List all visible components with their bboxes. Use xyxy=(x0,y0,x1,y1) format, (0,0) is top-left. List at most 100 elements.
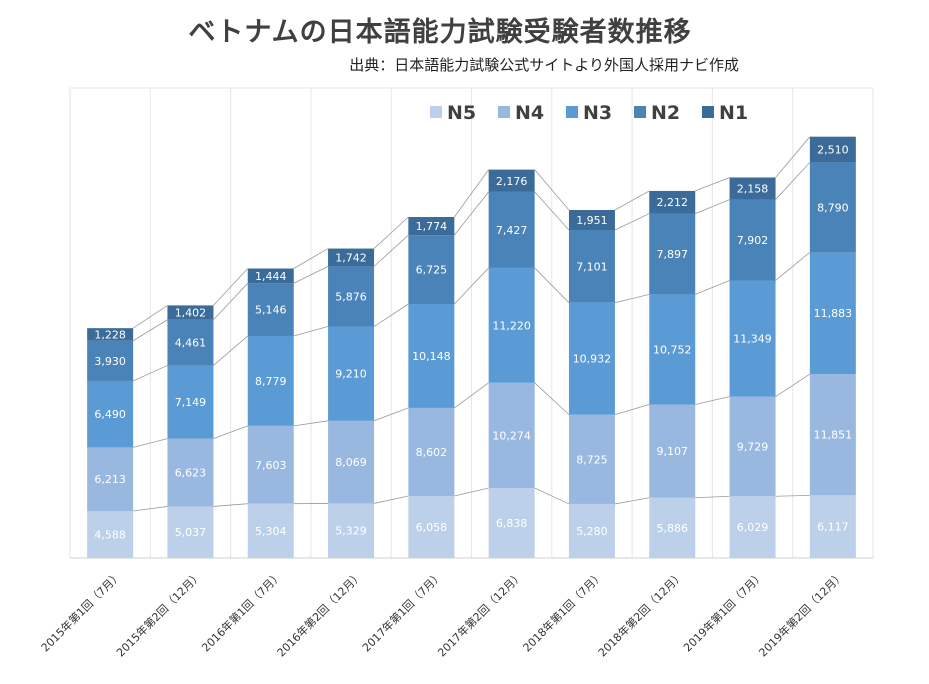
bar-segment-n4 xyxy=(809,374,856,496)
bar-segment-n4 xyxy=(649,404,696,498)
series-line-n1 xyxy=(293,248,329,269)
data-label-n3: 10,932 xyxy=(573,353,612,366)
series-line-n3 xyxy=(132,365,168,382)
data-label-n3: 10,148 xyxy=(412,350,451,363)
data-label-n2: 5,876 xyxy=(335,290,367,303)
series-line-n1 xyxy=(695,177,730,192)
data-label-n5: 5,329 xyxy=(335,525,367,538)
x-tick-label: 2015年第2回（12月） xyxy=(113,568,204,659)
bar-segment-n1 xyxy=(729,177,776,200)
data-label-n3: 8,779 xyxy=(255,375,287,388)
data-label-n1: 1,774 xyxy=(416,220,448,233)
x-tick-label: 2017年第1回（7月） xyxy=(359,568,445,654)
data-label-n2: 7,897 xyxy=(657,248,689,261)
data-label-n5: 4,588 xyxy=(94,529,126,542)
data-label-n4: 9,729 xyxy=(737,440,769,453)
chart-title: ベトナムの日本語能力試験受験者数推移 xyxy=(188,17,692,48)
series-line-n2 xyxy=(293,266,329,284)
bar-segment-n2 xyxy=(729,199,776,281)
bar-segment-n3 xyxy=(87,380,134,448)
bar-segment-n4 xyxy=(247,425,294,504)
bar-segment-n4 xyxy=(408,407,455,496)
x-tick-label: 2016年第1回（7月） xyxy=(199,568,285,654)
legend-label-n4: N4 xyxy=(515,102,544,124)
legend-swatch-n1 xyxy=(702,106,714,118)
bar-segment-n5 xyxy=(488,487,535,558)
x-tick-label: 2019年第1回（7月） xyxy=(680,568,766,654)
bar-segment-n5 xyxy=(247,503,294,558)
data-label-n3: 11,883 xyxy=(814,307,853,320)
data-label-n3: 11,220 xyxy=(492,319,531,332)
series-line-n5 xyxy=(534,487,570,505)
data-label-n2: 7,101 xyxy=(576,260,608,273)
data-label-n5: 5,304 xyxy=(255,525,287,538)
bar-segment-n2 xyxy=(167,319,214,366)
bar-segment-n5 xyxy=(328,503,375,558)
bar-segment-n5 xyxy=(729,496,776,558)
bar-segment-n3 xyxy=(809,252,856,375)
data-label-n1: 2,510 xyxy=(817,144,849,157)
x-tick-label: 2018年第2回（12月） xyxy=(595,568,686,659)
bar-segment-n1 xyxy=(167,305,214,320)
series-line-n4 xyxy=(454,382,489,409)
series-line-n2 xyxy=(775,162,811,200)
series-line-n3 xyxy=(373,303,409,327)
series-line-n1 xyxy=(534,169,570,211)
bar-segment-n1 xyxy=(328,248,375,267)
data-label-n3: 11,349 xyxy=(733,333,772,346)
bar-segment-n4 xyxy=(488,382,535,488)
series-line-n4 xyxy=(775,373,811,398)
legend-swatch-n2 xyxy=(634,106,646,118)
series-line-n2 xyxy=(373,234,409,267)
series-line-n5 xyxy=(373,495,409,504)
x-tick-label: 2016年第2回（12月） xyxy=(274,568,365,659)
bar-segment-n4 xyxy=(167,438,214,507)
data-label-n2: 5,146 xyxy=(255,304,287,317)
data-label-n1: 1,951 xyxy=(576,214,608,227)
data-label-n1: 2,158 xyxy=(737,183,769,196)
bar-segment-n1 xyxy=(87,328,134,341)
series-line-n2 xyxy=(534,191,570,231)
bar-segment-n5 xyxy=(809,495,856,558)
data-label-n5: 6,029 xyxy=(737,521,769,534)
data-label-n4: 8,602 xyxy=(416,446,448,459)
series-line-n1 xyxy=(213,268,249,306)
data-label-n5: 6,058 xyxy=(416,521,448,534)
data-label-n5: 6,838 xyxy=(496,517,528,530)
data-label-n2: 7,427 xyxy=(496,224,528,237)
bar-segment-n2 xyxy=(247,283,294,336)
bar-segment-n3 xyxy=(649,294,696,405)
series-line-n5 xyxy=(454,487,489,497)
series-line-n5 xyxy=(775,494,810,497)
series-line-n4 xyxy=(133,438,168,448)
data-label-n2: 8,790 xyxy=(817,201,849,214)
bar-segment-n5 xyxy=(408,495,455,558)
legend-swatch-n4 xyxy=(498,106,510,118)
data-label-n5: 5,280 xyxy=(576,525,608,538)
series-line-n4 xyxy=(213,425,248,439)
series-line-n2 xyxy=(213,283,249,321)
series-line-n2 xyxy=(695,199,730,214)
bar-segment-n3 xyxy=(167,365,214,439)
bar-segment-n1 xyxy=(408,216,455,236)
series-line-n3 xyxy=(454,267,489,305)
data-label-n1: 1,402 xyxy=(175,307,207,320)
bar-segment-n2 xyxy=(488,191,535,268)
data-label-n4: 6,623 xyxy=(175,467,207,480)
bar-segment-n5 xyxy=(649,497,696,558)
legend-label-n5: N5 xyxy=(447,102,476,124)
legend-swatch-n3 xyxy=(566,106,578,118)
bar-segment-n3 xyxy=(247,335,294,426)
bar-segment-n2 xyxy=(87,340,134,381)
chart-subtitle: 出典：日本語能力試験公式サイトより外国人採用ナビ作成 xyxy=(349,56,739,74)
series-line-n1 xyxy=(775,136,811,178)
data-label-n4: 6,213 xyxy=(94,473,126,486)
data-label-n4: 8,725 xyxy=(576,453,608,466)
bar-segment-n3 xyxy=(408,304,455,408)
data-label-n3: 10,752 xyxy=(653,343,692,356)
data-label-n1: 1,444 xyxy=(255,270,287,283)
data-label-n5: 5,886 xyxy=(657,522,689,535)
series-line-n5 xyxy=(213,503,248,507)
data-label-n4: 8,069 xyxy=(335,456,367,469)
